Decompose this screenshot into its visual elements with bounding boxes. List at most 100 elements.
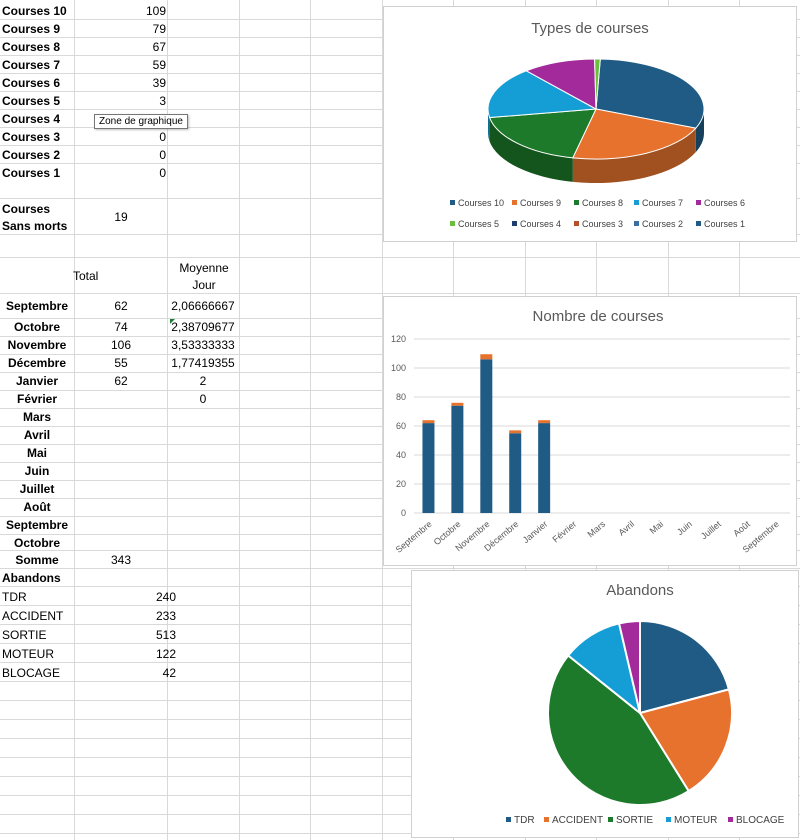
somme-label[interactable]: Somme	[15, 553, 59, 567]
courses-value[interactable]: 79	[152, 22, 166, 36]
bar-segment[interactable]	[451, 402, 464, 406]
bar-segment[interactable]	[480, 354, 493, 360]
month-label[interactable]: Juin	[24, 464, 50, 478]
pie-slice[interactable]	[488, 108, 597, 159]
month-label[interactable]: Octobre	[13, 320, 60, 334]
abandon-value[interactable]: 233	[155, 609, 176, 623]
chart-abandons[interactable]: Abandons TDR ACCIDENT SORTIE MOTEUR BLOCAGE	[411, 570, 799, 838]
month-label[interactable]: Septembre	[5, 518, 69, 532]
month-label[interactable]: Septembre	[5, 299, 69, 313]
grid-row-line	[0, 643, 800, 644]
courses-value[interactable]: 0	[159, 166, 166, 180]
month-average[interactable]: 2,06666667	[171, 299, 235, 313]
courses-value[interactable]: 0	[159, 148, 166, 162]
abandon-value[interactable]: 240	[155, 590, 176, 604]
abandon-value[interactable]: 122	[155, 647, 176, 661]
abandon-label[interactable]: MOTEUR	[2, 647, 54, 661]
grid-row-line	[0, 662, 800, 663]
month-total[interactable]: 74	[114, 320, 128, 334]
pie-slice[interactable]	[638, 688, 733, 793]
courses-label[interactable]: Courses 1	[2, 166, 61, 180]
month-label[interactable]: Janvier	[15, 374, 59, 388]
courses-label[interactable]: Courses 9	[2, 22, 61, 36]
month-label[interactable]: Novembre	[7, 338, 67, 352]
month-average[interactable]: 0	[199, 392, 207, 406]
month-label[interactable]: Mars	[22, 410, 51, 424]
bar-chart-svg: Nombre de courses 0 20 40 60 80 100 120 Septem…	[391, 308, 790, 555]
bar-segment[interactable]	[422, 420, 435, 424]
legend-label: Courses 2	[642, 219, 683, 229]
abandons-header[interactable]: Abandons	[2, 571, 61, 585]
pie-slice[interactable]	[487, 70, 598, 119]
pie-slice[interactable]	[594, 58, 601, 110]
courses-label[interactable]: Courses 5	[2, 94, 61, 108]
sans-morts-label-2[interactable]: Sans morts	[2, 219, 68, 233]
pie-slice[interactable]	[572, 108, 697, 160]
courses-value[interactable]: 3	[159, 94, 166, 108]
x-tick-label: Juillet	[699, 519, 723, 542]
legend-label: Courses 7	[642, 198, 683, 208]
chart-legend: Courses 10 Courses 9 Courses 8 Courses 7 Cou…	[450, 198, 745, 229]
month-average[interactable]: 2,38709677	[171, 320, 235, 334]
sans-morts-label-1[interactable]: Courses	[2, 202, 51, 216]
month-label[interactable]: Juillet	[19, 482, 55, 496]
pie-slice[interactable]	[547, 654, 691, 806]
legend-label: Courses 9	[520, 198, 561, 208]
abandon-value[interactable]: 513	[155, 628, 176, 642]
courses-label[interactable]: Courses 4	[2, 112, 61, 126]
month-label[interactable]: Octobre	[13, 536, 60, 550]
abandon-label[interactable]: SORTIE	[2, 628, 47, 642]
total-header[interactable]: Total	[73, 269, 99, 283]
courses-value[interactable]: 67	[152, 40, 166, 54]
month-total[interactable]: 55	[114, 356, 128, 370]
sans-morts-value[interactable]: 19	[114, 210, 128, 224]
month-label[interactable]: Février	[16, 392, 58, 406]
month-total[interactable]: 62	[114, 374, 128, 388]
legend-swatch	[450, 221, 455, 226]
month-total[interactable]: 62	[114, 299, 128, 313]
bar-segment[interactable]	[451, 405, 464, 513]
bar-segment[interactable]	[509, 430, 522, 434]
abandon-value[interactable]: 42	[162, 666, 176, 680]
month-label[interactable]: Avril	[23, 428, 51, 442]
courses-label[interactable]: Courses 6	[2, 76, 61, 90]
pie-slice[interactable]	[617, 619, 641, 714]
month-total[interactable]: 106	[110, 338, 132, 352]
abandon-label[interactable]: ACCIDENT	[2, 609, 64, 623]
chart-nombre-de-courses[interactable]: Nombre de courses 0 20 40 60 80 100 120 Septem…	[383, 296, 797, 566]
bar-segment[interactable]	[538, 423, 551, 513]
chart-area-tooltip: Zone de graphique	[94, 114, 188, 129]
month-average[interactable]: 2	[199, 374, 207, 388]
abandon-label[interactable]: BLOCAGE	[2, 666, 61, 680]
courses-label[interactable]: Courses 2	[2, 148, 61, 162]
courses-value[interactable]: 0	[159, 130, 166, 144]
courses-label[interactable]: Courses 7	[2, 58, 61, 72]
x-tick-label: Mars	[586, 519, 608, 540]
courses-value[interactable]: 39	[152, 76, 166, 90]
month-average[interactable]: 1,77419355	[171, 356, 235, 370]
chart-types-de-courses[interactable]: Types de courses Courses 10 Courses 9 Cour…	[383, 6, 797, 242]
pie-slice[interactable]	[639, 619, 731, 715]
avg-header-line1[interactable]: Moyenne	[179, 261, 229, 275]
bar-segment[interactable]	[480, 359, 493, 513]
bar-segment[interactable]	[422, 423, 435, 513]
grid-row-line	[0, 833, 800, 834]
courses-value[interactable]: 109	[145, 4, 166, 18]
bar-segment[interactable]	[538, 420, 551, 424]
courses-label[interactable]: Courses 10	[2, 4, 67, 18]
month-label[interactable]: Août	[23, 500, 51, 514]
courses-label[interactable]: Courses 8	[2, 40, 61, 54]
month-label[interactable]: Décembre	[7, 356, 67, 370]
somme-value[interactable]: 343	[110, 553, 132, 567]
pie-slice[interactable]	[525, 58, 597, 110]
courses-value[interactable]: 59	[152, 58, 166, 72]
abandon-label[interactable]: TDR	[2, 590, 27, 604]
avg-header-line2[interactable]: Jour	[192, 278, 216, 292]
pie-slice[interactable]	[595, 58, 705, 129]
chart-title: Nombre de courses	[533, 308, 664, 325]
bar-segment[interactable]	[509, 433, 522, 513]
month-average[interactable]: 3,53333333	[171, 338, 235, 352]
month-label[interactable]: Mai	[26, 446, 47, 460]
courses-label[interactable]: Courses 3	[2, 130, 61, 144]
